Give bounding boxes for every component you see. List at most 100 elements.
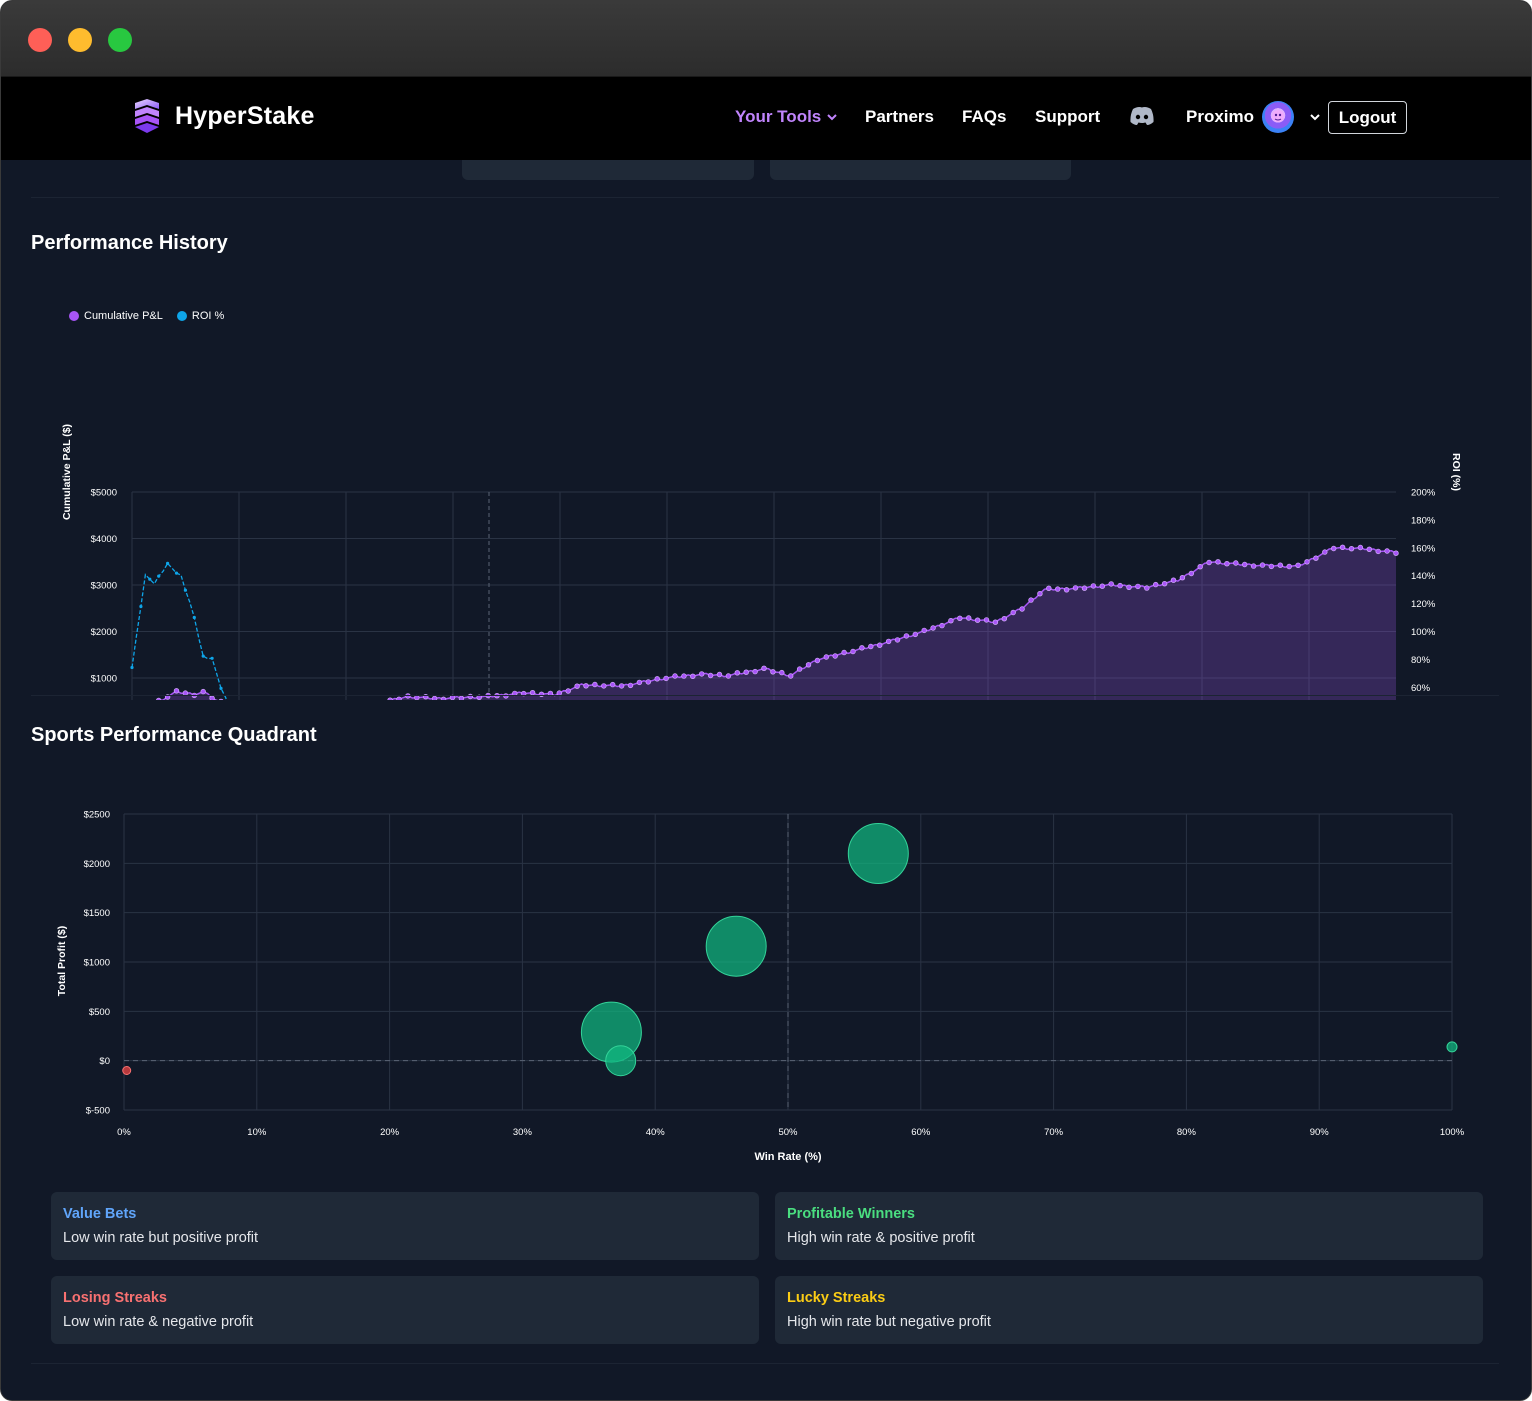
pnl-point[interactable]: [1108, 581, 1114, 587]
pnl-point[interactable]: [458, 695, 465, 700]
pnl-point[interactable]: [1241, 561, 1248, 568]
pnl-point[interactable]: [983, 617, 990, 623]
pnl-point[interactable]: [903, 633, 910, 639]
pnl-point[interactable]: [1090, 583, 1097, 589]
brand-logo[interactable]: HyperStake: [131, 99, 315, 133]
pnl-point[interactable]: [218, 698, 224, 700]
pnl-point[interactable]: [1028, 597, 1034, 603]
pnl-point[interactable]: [939, 622, 945, 629]
pnl-point[interactable]: [734, 670, 740, 676]
legend-item-pnl[interactable]: Cumulative P&L: [69, 310, 163, 322]
pnl-point[interactable]: [1054, 586, 1061, 592]
pnl-point[interactable]: [974, 617, 981, 623]
pnl-point[interactable]: [859, 645, 865, 651]
pnl-point[interactable]: [200, 688, 206, 695]
pnl-point[interactable]: [725, 673, 732, 679]
pnl-point[interactable]: [752, 668, 758, 675]
pnl-point[interactable]: [930, 625, 936, 631]
pnl-point[interactable]: [761, 665, 767, 671]
pnl-point[interactable]: [1197, 564, 1203, 570]
pnl-point[interactable]: [716, 671, 723, 678]
pnl-point[interactable]: [1313, 555, 1319, 561]
user-menu[interactable]: Proximo: [1186, 101, 1320, 133]
pnl-point[interactable]: [1081, 585, 1088, 591]
pnl-point[interactable]: [1215, 559, 1221, 565]
pnl-point[interactable]: [957, 615, 963, 621]
roi-point[interactable]: [210, 656, 214, 660]
pnl-point[interactable]: [770, 669, 776, 675]
pnl-point[interactable]: [1348, 546, 1355, 552]
pnl-point[interactable]: [618, 683, 625, 689]
pnl-point[interactable]: [1384, 548, 1390, 554]
pnl-point[interactable]: [1357, 544, 1364, 551]
pnl-point[interactable]: [1268, 563, 1275, 570]
roi-point[interactable]: [174, 571, 179, 575]
pnl-point[interactable]: [1322, 549, 1328, 555]
roi-point[interactable]: [130, 665, 134, 670]
pnl-point[interactable]: [1126, 584, 1132, 590]
roi-point[interactable]: [192, 615, 196, 620]
pnl-point[interactable]: [565, 688, 571, 694]
pnl-point[interactable]: [743, 669, 749, 675]
pnl-point[interactable]: [1188, 570, 1195, 577]
pnl-point[interactable]: [805, 662, 812, 668]
pnl-point[interactable]: [948, 618, 954, 624]
pnl-point[interactable]: [1224, 561, 1230, 567]
sport-bubble[interactable]: [705, 915, 767, 977]
nav-faqs[interactable]: FAQs: [962, 107, 1007, 126]
pnl-point[interactable]: [1366, 546, 1373, 553]
pnl-point[interactable]: [601, 683, 607, 689]
discord-icon[interactable]: [1129, 106, 1155, 131]
pnl-point[interactable]: [1001, 616, 1007, 622]
nav-partners[interactable]: Partners: [865, 107, 934, 126]
pnl-point[interactable]: [1393, 550, 1399, 556]
nav-support[interactable]: Support: [1035, 107, 1101, 126]
pnl-point[interactable]: [654, 676, 660, 682]
pnl-point[interactable]: [431, 695, 438, 700]
pnl-point[interactable]: [707, 672, 714, 679]
pnl-point[interactable]: [396, 696, 402, 700]
pnl-point[interactable]: [574, 683, 580, 689]
pnl-point[interactable]: [921, 627, 927, 634]
pnl-point[interactable]: [841, 649, 847, 656]
pnl-point[interactable]: [173, 688, 180, 694]
pnl-point[interactable]: [894, 637, 901, 643]
pnl-point[interactable]: [1099, 583, 1106, 589]
close-window-button[interactable]: [28, 28, 52, 52]
minimize-window-button[interactable]: [68, 28, 92, 52]
roi-point[interactable]: [183, 588, 187, 592]
pnl-point[interactable]: [1233, 560, 1239, 566]
sport-bubble[interactable]: [605, 1045, 637, 1077]
pnl-point[interactable]: [1286, 563, 1292, 570]
pnl-point[interactable]: [1072, 585, 1079, 591]
pnl-point[interactable]: [965, 615, 972, 621]
pnl-point[interactable]: [1144, 585, 1150, 591]
pnl-point[interactable]: [156, 697, 162, 700]
pnl-point[interactable]: [1152, 581, 1159, 588]
roi-point[interactable]: [139, 604, 143, 609]
pnl-point[interactable]: [912, 631, 918, 638]
pnl-point[interactable]: [876, 642, 883, 648]
logout-button[interactable]: Logout: [1328, 101, 1407, 134]
sport-bubble[interactable]: [847, 823, 909, 884]
roi-point[interactable]: [166, 561, 170, 565]
pnl-point[interactable]: [627, 682, 634, 689]
pnl-point[interactable]: [1375, 548, 1381, 555]
pnl-point[interactable]: [663, 675, 669, 682]
pnl-point[interactable]: [1206, 559, 1212, 566]
pnl-point[interactable]: [387, 697, 393, 700]
pnl-point[interactable]: [645, 679, 651, 685]
pnl-point[interactable]: [609, 681, 616, 688]
pnl-point[interactable]: [1339, 544, 1346, 551]
pnl-point[interactable]: [1063, 587, 1070, 593]
pnl-point[interactable]: [583, 683, 589, 689]
pnl-point[interactable]: [1010, 609, 1016, 616]
pnl-point[interactable]: [1117, 582, 1123, 589]
pnl-point[interactable]: [1304, 559, 1310, 565]
pnl-point[interactable]: [1179, 575, 1186, 581]
pnl-point[interactable]: [1037, 591, 1043, 597]
pnl-point[interactable]: [476, 694, 482, 700]
pnl-point[interactable]: [850, 648, 856, 655]
pnl-point[interactable]: [868, 643, 874, 650]
pnl-point[interactable]: [1170, 577, 1177, 583]
